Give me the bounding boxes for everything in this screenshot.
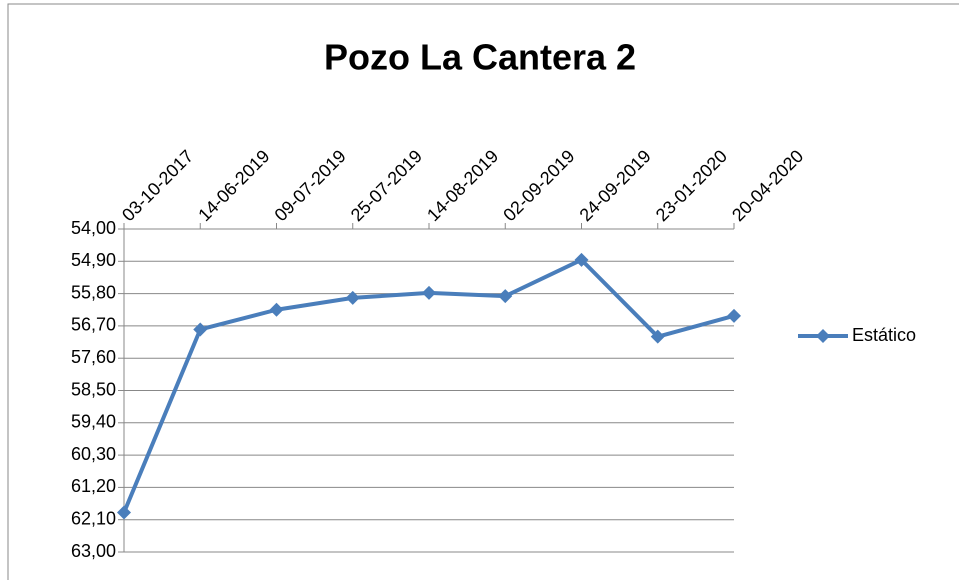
y-tick-label: 54,90 — [71, 250, 116, 270]
y-tick-label: 58,50 — [71, 379, 116, 399]
point-marker — [727, 308, 741, 323]
y-tick-label: 59,40 — [71, 412, 116, 432]
chart-title: Pozo La Cantera 2 — [324, 37, 636, 78]
point-marker — [498, 289, 513, 304]
y-tick-label: 60,30 — [71, 444, 116, 464]
y-tick-label: 56,70 — [71, 315, 116, 335]
y-tick-label: 63,00 — [71, 541, 116, 561]
point-marker — [269, 302, 284, 317]
y-tick-label: 55,80 — [71, 282, 116, 302]
y-tick-label: 61,20 — [71, 476, 116, 496]
y-tick-label: 57,60 — [71, 347, 116, 367]
point-marker — [574, 252, 589, 267]
point-marker — [345, 290, 360, 305]
y-tick-label: 54,00 — [71, 218, 116, 238]
point-marker — [117, 505, 131, 520]
y-tick-label: 62,10 — [71, 508, 116, 528]
legend-label: Estático — [852, 325, 916, 345]
point-marker — [422, 285, 436, 300]
chart-frame — [7, 3, 959, 580]
point-marker — [193, 322, 208, 337]
point-marker — [650, 329, 665, 344]
legend-marker — [816, 329, 830, 343]
